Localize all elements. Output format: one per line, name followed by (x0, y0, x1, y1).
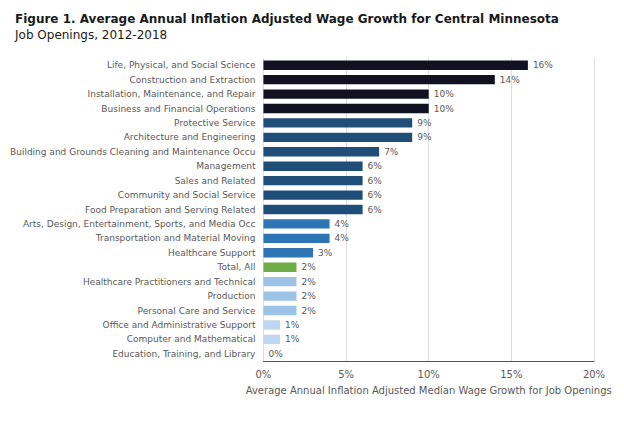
svg-text:2%: 2% (301, 306, 316, 316)
svg-text:Healthcare Practitioners and T: Healthcare Practitioners and Technical (83, 277, 256, 287)
svg-text:9%: 9% (417, 118, 432, 128)
svg-text:Personal Care and Service: Personal Care and Service (138, 306, 256, 316)
svg-text:Production: Production (208, 291, 256, 301)
svg-text:4%: 4% (335, 233, 350, 243)
svg-text:1%: 1% (285, 320, 300, 330)
svg-text:6%: 6% (368, 190, 383, 200)
svg-text:Average Annual Inflation Adjus: Average Annual Inflation Adjusted Median… (246, 385, 612, 396)
svg-text:20%: 20% (583, 369, 605, 380)
svg-text:2%: 2% (301, 262, 316, 272)
svg-text:Sales and Related: Sales and Related (175, 176, 256, 186)
svg-text:14%: 14% (500, 75, 520, 85)
svg-text:9%: 9% (417, 132, 432, 142)
svg-text:Food Preparation and Serving R: Food Preparation and Serving Related (85, 205, 255, 215)
svg-text:10%: 10% (434, 104, 454, 114)
svg-text:6%: 6% (368, 176, 383, 186)
svg-text:Healthcare Support: Healthcare Support (168, 248, 256, 258)
svg-text:Job Openings, 2012-2018: Job Openings, 2012-2018 (14, 28, 167, 42)
svg-text:Figure 1. Average Annual Infla: Figure 1. Average Annual Inflation Adjus… (15, 12, 559, 26)
svg-text:0%: 0% (255, 369, 271, 380)
svg-text:1%: 1% (285, 334, 300, 344)
svg-text:2%: 2% (301, 277, 316, 287)
svg-text:Management: Management (196, 161, 256, 171)
svg-text:Transportation and Material Mo: Transportation and Material Moving (95, 233, 256, 243)
svg-text:Office and Administrative Supp: Office and Administrative Support (103, 320, 256, 330)
svg-text:Education, Training, and Libra: Education, Training, and Library (112, 349, 256, 359)
svg-text:Protective Service: Protective Service (174, 118, 256, 128)
svg-text:Building and Grounds Cleaning: Building and Grounds Cleaning and Mainte… (10, 147, 255, 157)
svg-text:Life, Physical, and Social Sci: Life, Physical, and Social Science (107, 60, 256, 70)
svg-text:3%: 3% (318, 248, 333, 258)
svg-text:6%: 6% (368, 205, 383, 215)
svg-text:7%: 7% (384, 147, 399, 157)
svg-text:16%: 16% (533, 60, 553, 70)
svg-text:Total, All: Total, All (217, 262, 256, 272)
svg-text:6%: 6% (368, 161, 383, 171)
svg-text:2%: 2% (301, 291, 316, 301)
svg-text:Business and Financial Operati: Business and Financial Operations (101, 104, 255, 114)
svg-text:0%: 0% (268, 349, 283, 359)
svg-text:Architecture and Engineering: Architecture and Engineering (124, 132, 256, 142)
svg-text:Construction and Extraction: Construction and Extraction (130, 75, 256, 85)
svg-text:10%: 10% (434, 89, 454, 99)
svg-text:Installation, Maintenance, and: Installation, Maintenance, and Repair (88, 89, 256, 99)
svg-text:Arts, Design, Entertainment, S: Arts, Design, Entertainment, Sports, and… (23, 219, 256, 229)
svg-text:5%: 5% (338, 369, 354, 380)
svg-text:10%: 10% (418, 369, 440, 380)
svg-text:15%: 15% (500, 369, 522, 380)
svg-text:Computer and Mathematical: Computer and Mathematical (127, 334, 256, 344)
svg-text:4%: 4% (335, 219, 350, 229)
svg-text:Community and Social Service: Community and Social Service (118, 190, 256, 200)
